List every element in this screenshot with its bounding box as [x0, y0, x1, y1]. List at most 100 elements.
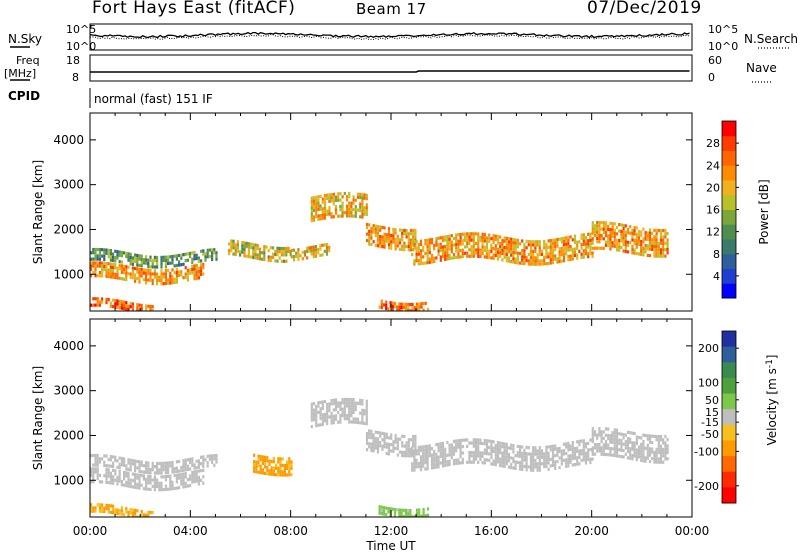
heatmap-cell	[496, 257, 500, 261]
heatmap-cell	[540, 455, 544, 459]
heatmap-cell	[339, 214, 342, 218]
heatmap-cell	[485, 249, 489, 253]
heatmap-cell	[323, 213, 327, 217]
heatmap-cell	[312, 255, 315, 259]
heatmap-cell	[516, 238, 519, 242]
heatmap-cell	[103, 460, 106, 464]
heatmap-cell	[540, 462, 544, 466]
heatmap-cell	[125, 480, 128, 484]
heatmap-cell	[655, 241, 658, 245]
heatmap-cell	[494, 453, 497, 457]
heatmap-cell	[503, 464, 506, 468]
heatmap-cell	[107, 248, 110, 252]
heatmap-cell	[602, 430, 605, 434]
heatmap-cell	[114, 455, 117, 459]
heatmap-cell	[662, 451, 665, 455]
heatmap-cell	[171, 460, 174, 465]
heatmap-cell	[341, 214, 344, 218]
heatmap-cell	[250, 255, 253, 259]
heatmap-cell	[164, 255, 167, 259]
heatmap-cell	[140, 513, 143, 517]
heatmap-cell	[653, 248, 656, 252]
heatmap-cell	[120, 254, 123, 258]
heatmap-cell	[558, 260, 561, 264]
heatmap-cell	[182, 459, 185, 463]
heatmap-cell	[265, 245, 268, 249]
heatmap-cell	[655, 457, 658, 461]
heatmap-cell	[310, 402, 313, 406]
heatmap-cell	[178, 473, 181, 477]
heatmap-cell	[365, 222, 369, 227]
heatmap-cell	[105, 251, 108, 255]
heatmap-cell	[343, 404, 346, 408]
heatmap-cell	[390, 443, 393, 447]
heatmap-cell	[112, 298, 115, 302]
heatmap-cell	[596, 230, 599, 234]
heatmap-cell	[343, 410, 346, 414]
heatmap-cell	[441, 255, 445, 259]
heatmap-cell	[457, 233, 460, 237]
heatmap-cell	[536, 449, 539, 453]
heatmap-cell	[644, 243, 647, 248]
heatmap-cell	[659, 435, 663, 439]
heatmap-cell	[481, 248, 484, 252]
heatmap-cell	[107, 271, 110, 275]
heatmap-cell	[499, 235, 502, 239]
heatmap-cell	[556, 260, 559, 264]
heatmap-cell	[290, 463, 293, 467]
heatmap-cell	[402, 305, 405, 310]
heatmap-cell	[422, 308, 425, 311]
heatmap-cell	[253, 466, 256, 470]
heatmap-cell	[470, 451, 473, 455]
heatmap-cell	[492, 256, 495, 260]
heatmap-cell	[562, 249, 566, 253]
heatmap-cell	[527, 446, 530, 450]
heatmap-cell	[474, 444, 478, 448]
heatmap-cell	[554, 241, 557, 245]
heatmap-cell	[631, 441, 634, 445]
heatmap-cell	[648, 254, 652, 258]
heatmap-cell	[510, 456, 513, 460]
heatmap-cell	[328, 196, 331, 200]
heatmap-cell	[424, 457, 427, 461]
heatmap-cell	[483, 245, 486, 249]
heatmap-cell	[319, 214, 322, 218]
heatmap-cell	[280, 250, 283, 254]
heatmap-cell	[361, 209, 364, 213]
heatmap-cell	[637, 448, 641, 452]
heatmap-cell	[182, 253, 185, 257]
heatmap-cell	[657, 441, 660, 445]
heatmap-cell	[644, 456, 647, 460]
heatmap-cell	[136, 306, 139, 310]
heatmap-cell	[101, 503, 104, 507]
heatmap-cell	[112, 262, 115, 266]
heatmap-cell	[437, 442, 440, 446]
heatmap-cell	[160, 481, 163, 485]
heatmap-cell	[629, 431, 632, 435]
heatmap-cell	[466, 444, 469, 448]
heatmap-cell	[529, 259, 533, 263]
heatmap-cell	[184, 465, 187, 469]
heatmap-cell	[140, 463, 143, 467]
heatmap-cell	[569, 460, 572, 464]
heatmap-cell	[254, 249, 257, 254]
heatmap-cell	[417, 259, 420, 263]
heatmap-cell	[160, 471, 163, 475]
heatmap-cell	[182, 478, 185, 483]
heatmap-cell	[512, 257, 515, 261]
heatmap-cell	[607, 443, 610, 447]
heatmap-cell	[278, 246, 281, 250]
heatmap-cell	[591, 457, 594, 461]
heatmap-cell	[404, 508, 408, 512]
heatmap-cell	[662, 460, 665, 464]
heatmap-cell	[160, 255, 163, 259]
heatmap-cell	[549, 248, 552, 252]
heatmap-cell	[92, 509, 95, 513]
nsearch-tick-top: 10^5	[708, 23, 738, 36]
heatmap-cell	[105, 248, 108, 252]
heatmap-cell	[112, 464, 115, 469]
heatmap-cell	[186, 258, 189, 262]
heatmap-cell	[288, 470, 291, 474]
heatmap-cell	[637, 445, 641, 449]
heatmap-cell	[114, 478, 117, 482]
